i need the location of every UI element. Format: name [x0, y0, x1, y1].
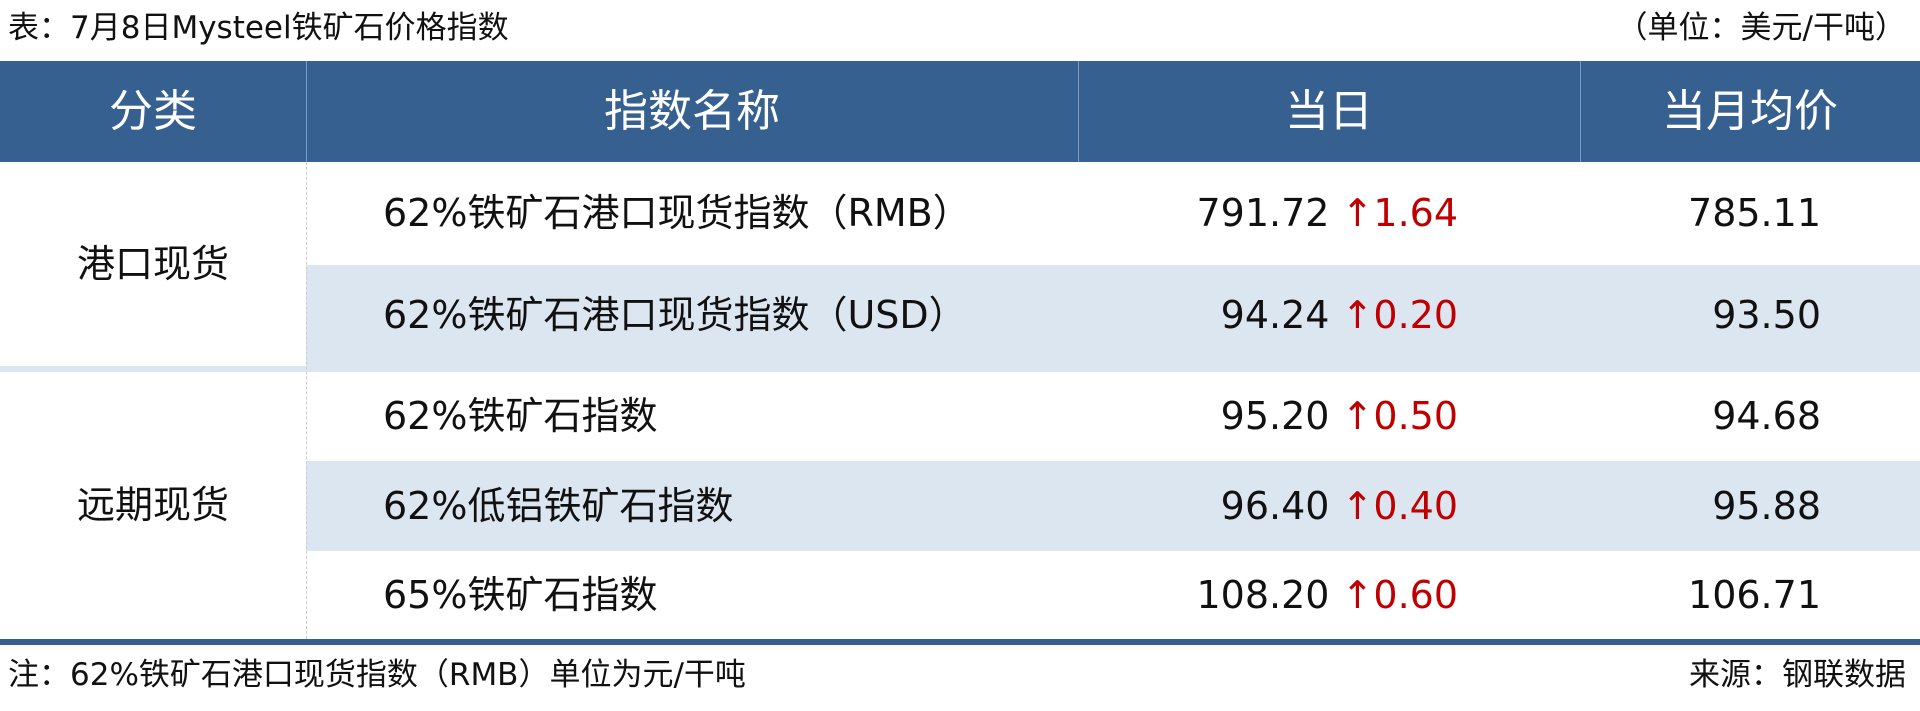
- header-divider: [1078, 61, 1079, 162]
- group-separator: [0, 366, 1920, 372]
- footnote: 注：62%铁矿石港口现货指数（RMB）单位为元/干吨: [8, 657, 746, 693]
- header-category: 分类: [109, 86, 197, 137]
- value: 96.40: [1220, 484, 1330, 528]
- value: 95.20: [1220, 394, 1330, 438]
- change: 1.64: [1373, 191, 1458, 235]
- month-avg: 95.88: [1712, 484, 1821, 528]
- index-name: 62%低铝铁矿石指数: [383, 484, 734, 528]
- today-value: 94.24 ↑0.20: [1221, 265, 1458, 366]
- today-value: 96.40 ↑0.40: [1221, 461, 1458, 551]
- column-divider: [306, 162, 307, 639]
- index-name: 62%铁矿石指数: [383, 394, 658, 438]
- table-row: 62%铁矿石指数 95.20 ↑0.50 94.68: [306, 372, 1920, 461]
- value: 791.72: [1196, 191, 1330, 235]
- header-divider: [306, 61, 307, 162]
- header-index-name: 指数名称: [604, 86, 780, 137]
- table-row: 62%低铝铁矿石指数 96.40 ↑0.40 95.88: [306, 461, 1920, 551]
- bottom-rule: [0, 639, 1920, 645]
- today-value: 791.72 ↑1.64: [1196, 162, 1458, 265]
- header-today: 当日: [1285, 86, 1373, 137]
- up-arrow-icon: ↑: [1341, 191, 1374, 235]
- today-value: 95.20 ↑0.50: [1221, 372, 1458, 461]
- category-forward-spot: 远期现货: [76, 483, 229, 527]
- source-label: 来源：钢联数据: [1689, 657, 1906, 693]
- table-row: 62%铁矿石港口现货指数（USD） 94.24 ↑0.20 93.50: [306, 265, 1920, 366]
- change: 0.40: [1373, 484, 1458, 528]
- category-port-spot: 港口现货: [76, 242, 229, 286]
- index-name: 65%铁矿石指数: [383, 573, 658, 617]
- unit-label: （单位：美元/干吨）: [1616, 10, 1906, 46]
- index-name: 62%铁矿石港口现货指数（RMB）: [383, 191, 971, 235]
- today-value: 108.20 ↑0.60: [1196, 551, 1458, 639]
- table-row: 62%铁矿石港口现货指数（RMB） 791.72 ↑1.64 785.11: [306, 162, 1920, 265]
- month-avg: 94.68: [1712, 394, 1821, 438]
- change: 0.50: [1373, 394, 1458, 438]
- table-title: 表：7月8日Mysteel铁矿石价格指数: [8, 10, 509, 46]
- index-name: 62%铁矿石港口现货指数（USD）: [383, 293, 967, 337]
- change: 0.20: [1373, 293, 1458, 337]
- header-month-avg: 当月均价: [1662, 86, 1838, 137]
- up-arrow-icon: ↑: [1341, 573, 1374, 617]
- up-arrow-icon: ↑: [1341, 484, 1374, 528]
- up-arrow-icon: ↑: [1341, 293, 1374, 337]
- table-row: 65%铁矿石指数 108.20 ↑0.60 106.71: [306, 551, 1920, 639]
- up-arrow-icon: ↑: [1341, 394, 1374, 438]
- month-avg: 785.11: [1688, 191, 1821, 235]
- header-divider: [1580, 61, 1581, 162]
- table-header: 分类 指数名称 当日 当月均价: [0, 61, 1920, 162]
- change: 0.60: [1373, 573, 1458, 617]
- value: 108.20: [1196, 573, 1330, 617]
- month-avg: 106.71: [1688, 573, 1821, 617]
- month-avg: 93.50: [1712, 293, 1821, 337]
- value: 94.24: [1220, 293, 1330, 337]
